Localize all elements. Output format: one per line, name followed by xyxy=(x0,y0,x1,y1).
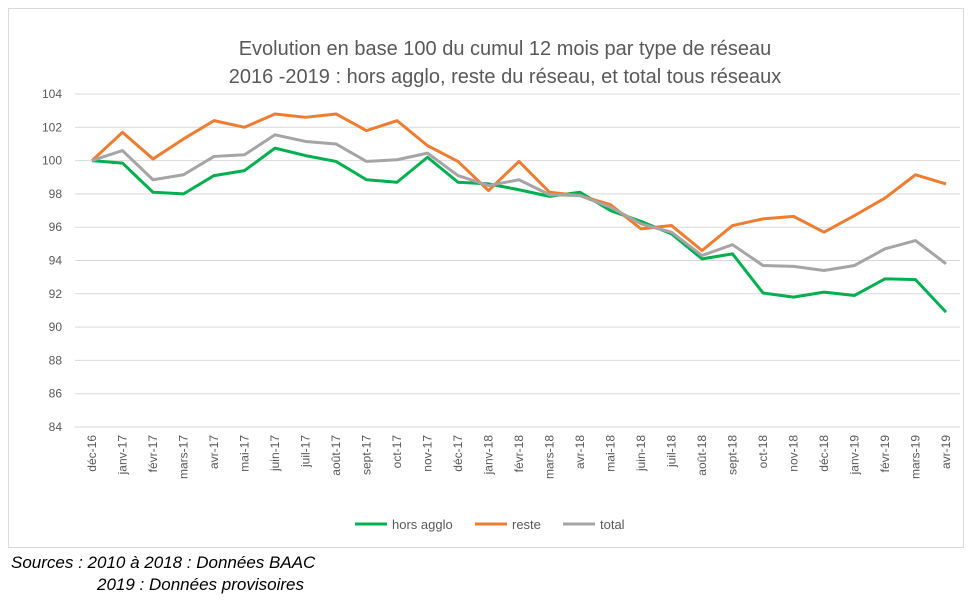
x-tick-label: janv-18 xyxy=(482,435,496,476)
x-tick-label: déc-16 xyxy=(85,435,99,472)
y-tick-label: 100 xyxy=(42,154,62,168)
y-tick-label: 84 xyxy=(49,420,63,434)
y-tick-label: 102 xyxy=(42,120,62,134)
x-tick-label: juin-18 xyxy=(634,435,648,472)
series-line-reste xyxy=(90,112,947,253)
x-tick-label: oct-18 xyxy=(756,435,770,469)
sources-line-1: Sources : 2010 à 2018 : Données BAAC xyxy=(11,553,316,572)
x-tick-label: janv-19 xyxy=(848,435,862,476)
x-tick-label: nov-18 xyxy=(787,435,801,472)
chart-title-line: 2016 -2019 : hors agglo, reste du réseau… xyxy=(229,66,782,88)
x-tick-label: avr-17 xyxy=(207,435,221,469)
x-tick-label: juil-18 xyxy=(665,435,679,468)
x-tick-label: mars-18 xyxy=(543,435,557,479)
x-tick-label: mars-19 xyxy=(909,435,923,479)
series-line-total xyxy=(91,133,947,272)
y-tick-label: 92 xyxy=(49,287,63,301)
x-tick-label: juin-17 xyxy=(268,435,282,472)
x-tick-label: août-18 xyxy=(695,435,709,476)
x-tick-label: sept-18 xyxy=(726,435,740,475)
x-tick-label: avr-19 xyxy=(939,435,953,469)
x-tick-label: févr-18 xyxy=(512,435,526,473)
y-tick-label: 96 xyxy=(49,220,63,234)
y-tick-label: 104 xyxy=(42,87,62,101)
x-tick-label: avr-18 xyxy=(573,435,587,469)
x-tick-label: févr-19 xyxy=(878,435,892,473)
chart-title-line: Evolution en base 100 du cumul 12 mois p… xyxy=(239,38,772,60)
legend-label: total xyxy=(600,517,625,532)
x-tick-label: nov-17 xyxy=(421,435,435,472)
chart-frame xyxy=(8,8,964,548)
x-tick-label: oct-17 xyxy=(390,435,404,469)
y-tick-label: 88 xyxy=(49,353,63,367)
legend-label: reste xyxy=(512,517,541,532)
x-tick-label: déc-17 xyxy=(451,435,465,472)
legend-label: hors agglo xyxy=(392,517,453,532)
y-tick-label: 86 xyxy=(49,387,63,401)
series-line-hors-agglo xyxy=(91,146,948,314)
x-tick-label: déc-18 xyxy=(817,435,831,472)
y-tick-label: 94 xyxy=(49,254,63,268)
x-tick-label: janv-17 xyxy=(116,435,130,476)
x-tick-label: août-17 xyxy=(329,435,343,476)
x-tick-label: févr-17 xyxy=(146,435,160,473)
x-tick-label: juil-17 xyxy=(299,435,313,468)
x-tick-label: mars-17 xyxy=(177,435,191,479)
sources-line-2: 2019 : Données provisoires xyxy=(97,575,304,594)
y-tick-label: 90 xyxy=(49,320,63,334)
x-tick-label: sept-17 xyxy=(360,435,374,475)
x-tick-label: mai-18 xyxy=(604,435,618,472)
y-tick-label: 98 xyxy=(49,187,63,201)
x-tick-label: mai-17 xyxy=(238,435,252,472)
